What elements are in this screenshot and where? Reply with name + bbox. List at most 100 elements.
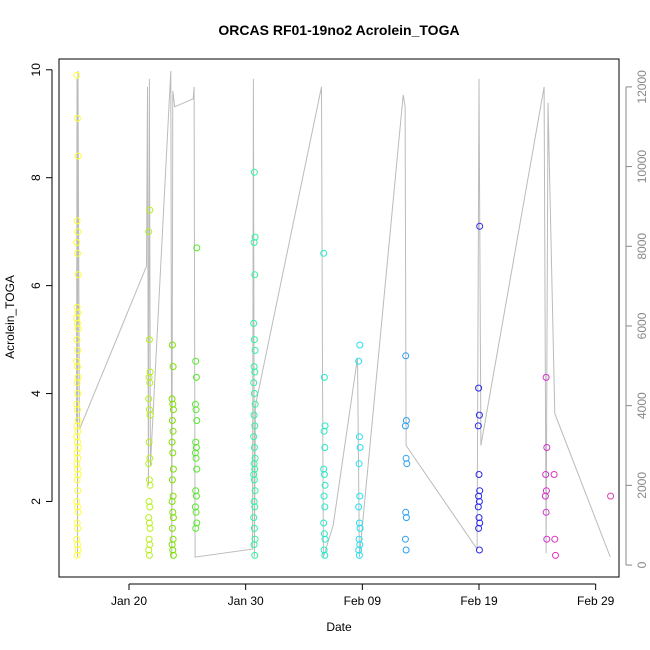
data-point [543, 535, 551, 543]
secondary-tick-label: 12000 [635, 70, 649, 104]
data-point [74, 152, 82, 160]
data-point [73, 379, 81, 387]
data-point [321, 481, 329, 489]
data-point [168, 476, 176, 484]
data-point [355, 460, 363, 468]
data-point [169, 514, 177, 522]
data-point [146, 503, 154, 511]
data-point [250, 390, 258, 397]
x-tick-label: Jan 30 [228, 594, 264, 608]
data-point [475, 492, 483, 500]
data-point [74, 346, 82, 354]
data-point [542, 508, 550, 516]
data-point [355, 535, 363, 543]
data-point [169, 465, 177, 473]
data-point [251, 346, 259, 354]
y-tick-label: 2 [29, 498, 43, 505]
data-point [192, 357, 200, 365]
data-point [169, 363, 177, 371]
data-point [191, 503, 199, 511]
data-point [73, 314, 81, 322]
data-point [356, 524, 364, 532]
data-point [607, 492, 615, 500]
data-point [74, 271, 82, 279]
data-point [193, 244, 201, 252]
data-point [250, 433, 258, 441]
data-point [251, 551, 259, 559]
data-point [74, 319, 81, 327]
data-point [250, 471, 258, 478]
data-point [145, 228, 153, 236]
x-tick-label: Feb 19 [460, 594, 498, 608]
data-point [321, 535, 329, 543]
data-point [320, 373, 328, 381]
data-point [192, 508, 200, 516]
data-point [476, 222, 484, 230]
x-tick-label: Feb 29 [577, 594, 615, 608]
data-point [73, 239, 81, 246]
data-point [168, 341, 176, 349]
data-point [169, 508, 177, 516]
data-point [355, 551, 363, 559]
data-point [168, 541, 176, 549]
data-point [74, 114, 81, 122]
data-point [475, 524, 483, 532]
data-point [192, 492, 200, 500]
data-point [320, 427, 328, 435]
data-point [145, 535, 153, 543]
data-point [320, 530, 328, 538]
data-point [168, 498, 176, 505]
x-tick-label: Feb 09 [344, 594, 382, 608]
data-point [402, 352, 410, 360]
data-point [146, 379, 154, 387]
data-point [169, 427, 177, 435]
chart-title: ORCAS RF01-19no2 Acrolein_TOGA [218, 22, 459, 38]
data-point [192, 438, 200, 446]
data-point [169, 400, 177, 408]
data-point [402, 514, 410, 522]
data-point [355, 357, 363, 365]
data-point [192, 524, 200, 532]
data-point [542, 373, 550, 381]
altitude-line [76, 70, 611, 558]
plot-frame [58, 58, 620, 578]
data-point [250, 319, 258, 327]
data-point [250, 498, 258, 505]
y-axis-label: Acrolein_TOGA [3, 275, 17, 359]
data-point [250, 379, 258, 387]
data-point [321, 503, 329, 511]
data-point [402, 508, 410, 516]
data-point [191, 449, 199, 457]
data-point [145, 476, 153, 484]
secondary-tick-label: 10000 [635, 150, 649, 184]
data-point [168, 395, 176, 403]
data-point [356, 341, 364, 349]
y-tick-label: 10 [29, 63, 43, 77]
data-point [321, 551, 329, 559]
data-point [541, 492, 549, 500]
data-point [250, 168, 258, 176]
data-point [74, 438, 81, 446]
data-point [74, 228, 82, 236]
data-point [250, 444, 258, 451]
data-point [250, 541, 258, 549]
data-point [542, 471, 550, 478]
data-point [356, 444, 364, 451]
data-point [402, 454, 410, 462]
data-point [320, 471, 328, 478]
x-axis-label: Date [326, 620, 352, 634]
data-points-layer [73, 71, 615, 559]
data-point [320, 492, 328, 500]
y-tick-label: 6 [29, 282, 43, 289]
data-point [73, 535, 81, 543]
data-point [193, 417, 201, 424]
data-point [74, 503, 81, 511]
data-point [145, 498, 153, 505]
data-point [356, 492, 364, 500]
data-point [401, 535, 409, 543]
data-point [551, 535, 559, 543]
data-point [169, 546, 177, 554]
data-point [74, 524, 82, 532]
data-point [191, 400, 199, 408]
data-point [550, 471, 558, 478]
